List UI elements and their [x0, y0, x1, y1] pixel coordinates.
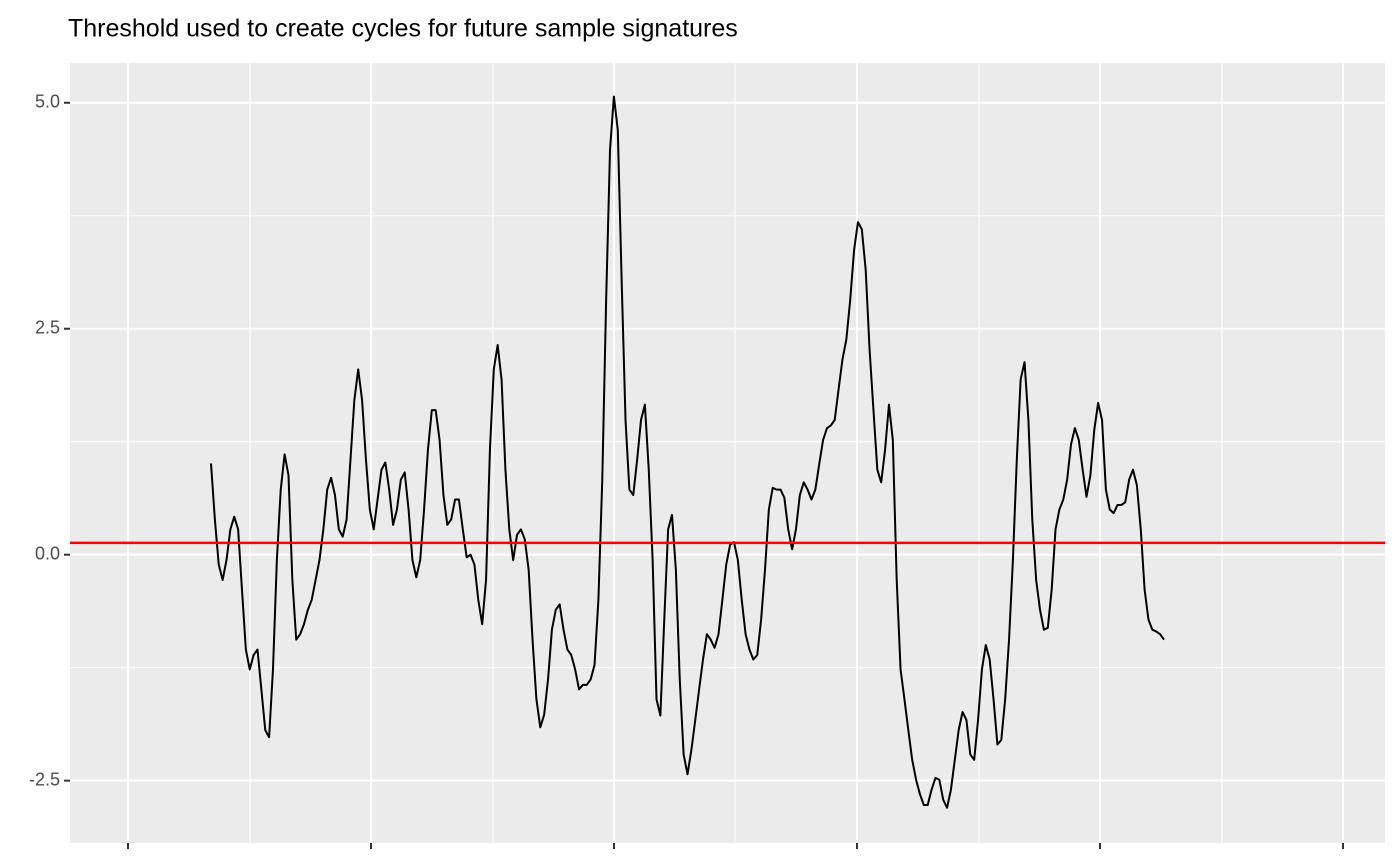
y-tick-label: 5.0 — [35, 92, 60, 112]
panel — [70, 63, 1385, 843]
chart-title: Threshold used to create cycles for futu… — [68, 15, 738, 43]
series-line — [210, 95, 1165, 809]
y-tick-label: 0.0 — [35, 543, 60, 563]
y-tick-label: -2.5 — [29, 769, 60, 789]
y-tick-label: 2.5 — [35, 317, 60, 337]
